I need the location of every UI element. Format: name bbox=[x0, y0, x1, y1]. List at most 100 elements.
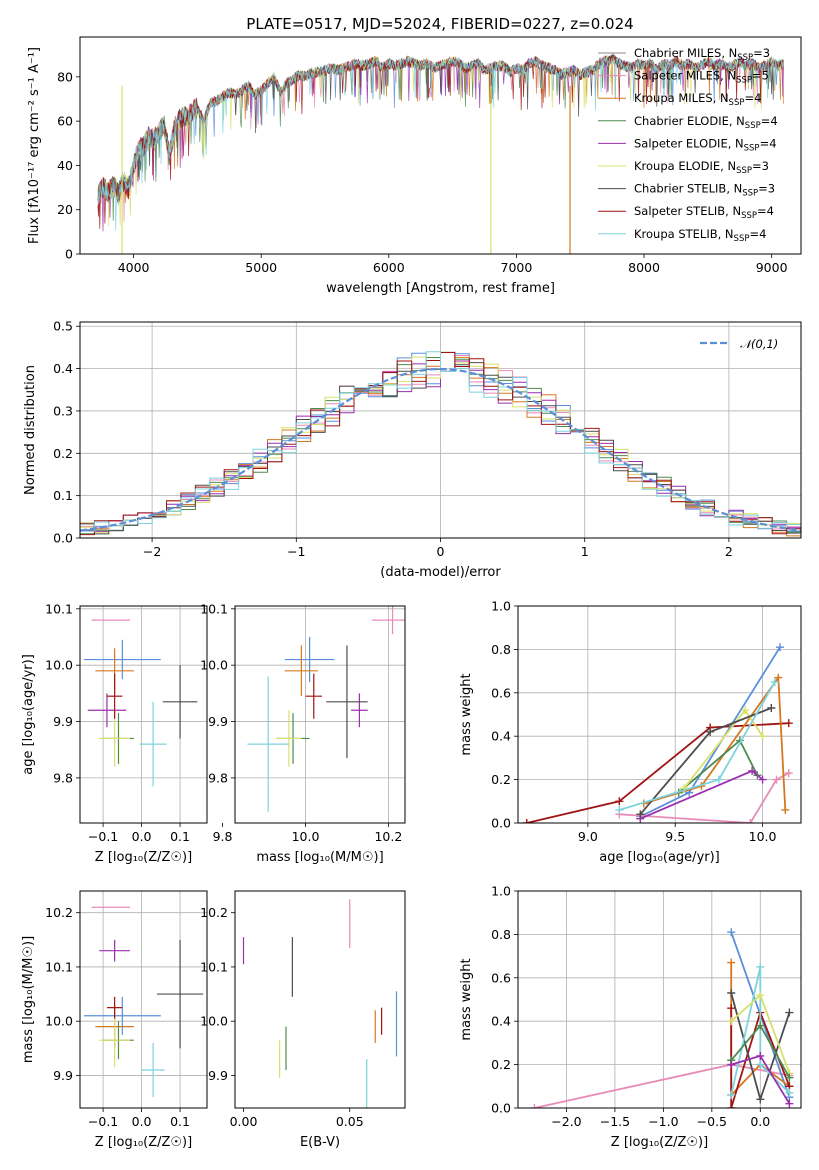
legend-label: Kroupa STELIB, NSSP=4 bbox=[634, 227, 766, 244]
axes-frame bbox=[79, 321, 802, 539]
plot-area bbox=[80, 891, 207, 1108]
mass-weight-marker bbox=[756, 1095, 765, 1104]
y-tick-label: 10.2 bbox=[200, 905, 228, 920]
y-tick-label: 10.0 bbox=[45, 1014, 73, 1029]
errorbar-point bbox=[83, 996, 161, 1035]
errorbar-point bbox=[326, 645, 368, 759]
y-tick-label: 0.8 bbox=[491, 927, 511, 942]
y-tick-label: 0.5 bbox=[53, 319, 73, 334]
mass-weight-marker bbox=[776, 643, 785, 652]
mass-weight-marker bbox=[727, 928, 736, 937]
x-tick-label: 0.00 bbox=[230, 1114, 258, 1129]
y-tick-label: 60 bbox=[57, 114, 73, 129]
y-tick-label: 0.2 bbox=[491, 1057, 511, 1072]
gridlines bbox=[80, 322, 801, 538]
figure-title: PLATE=0517, MJD=52024, FIBERID=0227, z=0… bbox=[246, 15, 633, 33]
x-tick-label: 9.0 bbox=[578, 829, 598, 844]
plot-area bbox=[97, 53, 784, 254]
x-axis-label: Z [log₁₀(Z/Z☉)] bbox=[95, 850, 192, 865]
panel-mass_vs_Z: −0.1 0.0 0.1 9.9 10.0 10.1 10.2 Z [log₁₀(Z/Z☉)]… bbox=[21, 890, 208, 1150]
errorbar-point bbox=[83, 639, 161, 680]
y-tick-label: 0.0 bbox=[491, 1101, 511, 1116]
axes-frame bbox=[79, 36, 802, 255]
mass-weight-marker bbox=[785, 1088, 794, 1097]
legend-label: Kroupa MILES, NSSP=4 bbox=[634, 91, 761, 108]
errorbar-point bbox=[87, 693, 127, 728]
errorbar-point bbox=[106, 673, 123, 719]
mass-weight-marker bbox=[706, 727, 715, 736]
plot-area bbox=[235, 606, 405, 823]
plot-area bbox=[518, 606, 801, 823]
y-axis-label: mass [log₁₀(M/M☉)] bbox=[21, 936, 36, 1063]
mass-weight-marker bbox=[741, 706, 750, 715]
y-tick-label: 0.6 bbox=[491, 970, 511, 985]
errorbar-point bbox=[156, 939, 204, 1049]
x-tick-label: −1 bbox=[287, 544, 305, 559]
errorbar-point bbox=[106, 996, 123, 1019]
mass-weight-marker bbox=[727, 1004, 736, 1013]
y-axis-label: age [log₁₀(age/yr)] bbox=[21, 654, 36, 775]
mass-weight-line bbox=[534, 1063, 790, 1108]
y-tick-label: 0.1 bbox=[53, 488, 73, 503]
y-tick-label: 9.8 bbox=[53, 770, 73, 785]
mass-weight-marker bbox=[522, 819, 531, 823]
x-tick-label: −0.1 bbox=[88, 1114, 118, 1129]
y-tick-label: 0.2 bbox=[53, 446, 73, 461]
gridlines bbox=[80, 606, 207, 823]
mass-weight-marker bbox=[756, 962, 765, 971]
legend-label: Chabrier ELODIE, NSSP=4 bbox=[634, 114, 778, 131]
errorbar-point bbox=[276, 710, 302, 767]
errorbar-point bbox=[162, 665, 198, 739]
x-tick-label: 9.8 bbox=[213, 829, 233, 844]
x-tick-label: 0.05 bbox=[336, 1114, 364, 1129]
axes-frame bbox=[517, 605, 802, 824]
errorbar-point bbox=[351, 693, 368, 728]
y-tick-label: 1.0 bbox=[491, 884, 511, 899]
mass-weight-marker bbox=[781, 805, 790, 814]
legend-label: Salpeter ELODIE, NSSP=4 bbox=[634, 136, 777, 153]
legend-label: 𝒩(0,1) bbox=[740, 337, 778, 351]
mass-weight-marker bbox=[636, 810, 645, 819]
errorbar-point bbox=[141, 1042, 165, 1098]
y-tick-label: 0.6 bbox=[491, 685, 511, 700]
mass-weight-marker bbox=[774, 673, 783, 682]
mass-weight-marker bbox=[727, 988, 736, 997]
x-axis-label: mass [log₁₀(M/M☉)] bbox=[256, 850, 383, 865]
y-tick-label: 0.2 bbox=[491, 772, 511, 787]
mass-weight-marker bbox=[727, 1017, 736, 1026]
plot-area bbox=[80, 606, 207, 823]
panel-spectrum: 4000 5000 6000 7000 8000 9000 0 20 40 60 80 wavelen… bbox=[27, 36, 802, 296]
x-tick-label: 10.0 bbox=[749, 829, 777, 844]
panel-massweight_vs_Z: −2.0 −1.5 −1.0 −0.5 0.0 0.0 0.2 0.4 0.6 0.8 1.0 Z [… bbox=[459, 884, 802, 1150]
y-tick-label: 0.0 bbox=[53, 531, 73, 546]
plot-area bbox=[518, 891, 801, 1108]
axes-frame bbox=[234, 890, 406, 1109]
errorbar-point bbox=[371, 606, 405, 635]
mass-weight-marker bbox=[770, 677, 779, 686]
x-tick-label: −1.0 bbox=[648, 1114, 678, 1129]
x-tick-label: 8000 bbox=[628, 260, 660, 275]
errorbar-point bbox=[284, 637, 335, 683]
y-tick-label: 0.3 bbox=[53, 403, 73, 418]
x-tick-label: 4000 bbox=[118, 260, 150, 275]
mass-weight-marker bbox=[727, 958, 736, 967]
mass-weight-line bbox=[643, 674, 787, 811]
x-tick-label: 10.2 bbox=[374, 829, 402, 844]
y-tick-label: 10.2 bbox=[45, 905, 73, 920]
x-axis-label: E(B-V) bbox=[300, 1135, 340, 1150]
y-tick-label: 10.0 bbox=[200, 658, 228, 673]
legend-label: Chabrier STELIB, NSSP=3 bbox=[634, 182, 775, 199]
mass-weight-marker bbox=[767, 703, 776, 712]
errorbar-point bbox=[99, 710, 131, 767]
x-tick-label: 10.0 bbox=[292, 829, 320, 844]
y-tick-label: 0.8 bbox=[491, 642, 511, 657]
mass-weight-marker bbox=[727, 1060, 736, 1069]
gridlines bbox=[80, 891, 207, 1108]
y-tick-label: 9.9 bbox=[208, 1068, 228, 1083]
mass-weight-marker bbox=[756, 1051, 765, 1060]
mass-weight-marker bbox=[756, 991, 765, 1000]
mass-weight-marker bbox=[615, 797, 624, 806]
x-tick-label: −0.1 bbox=[88, 829, 118, 844]
gridlines bbox=[518, 606, 801, 823]
mass-weight-marker bbox=[772, 775, 781, 784]
